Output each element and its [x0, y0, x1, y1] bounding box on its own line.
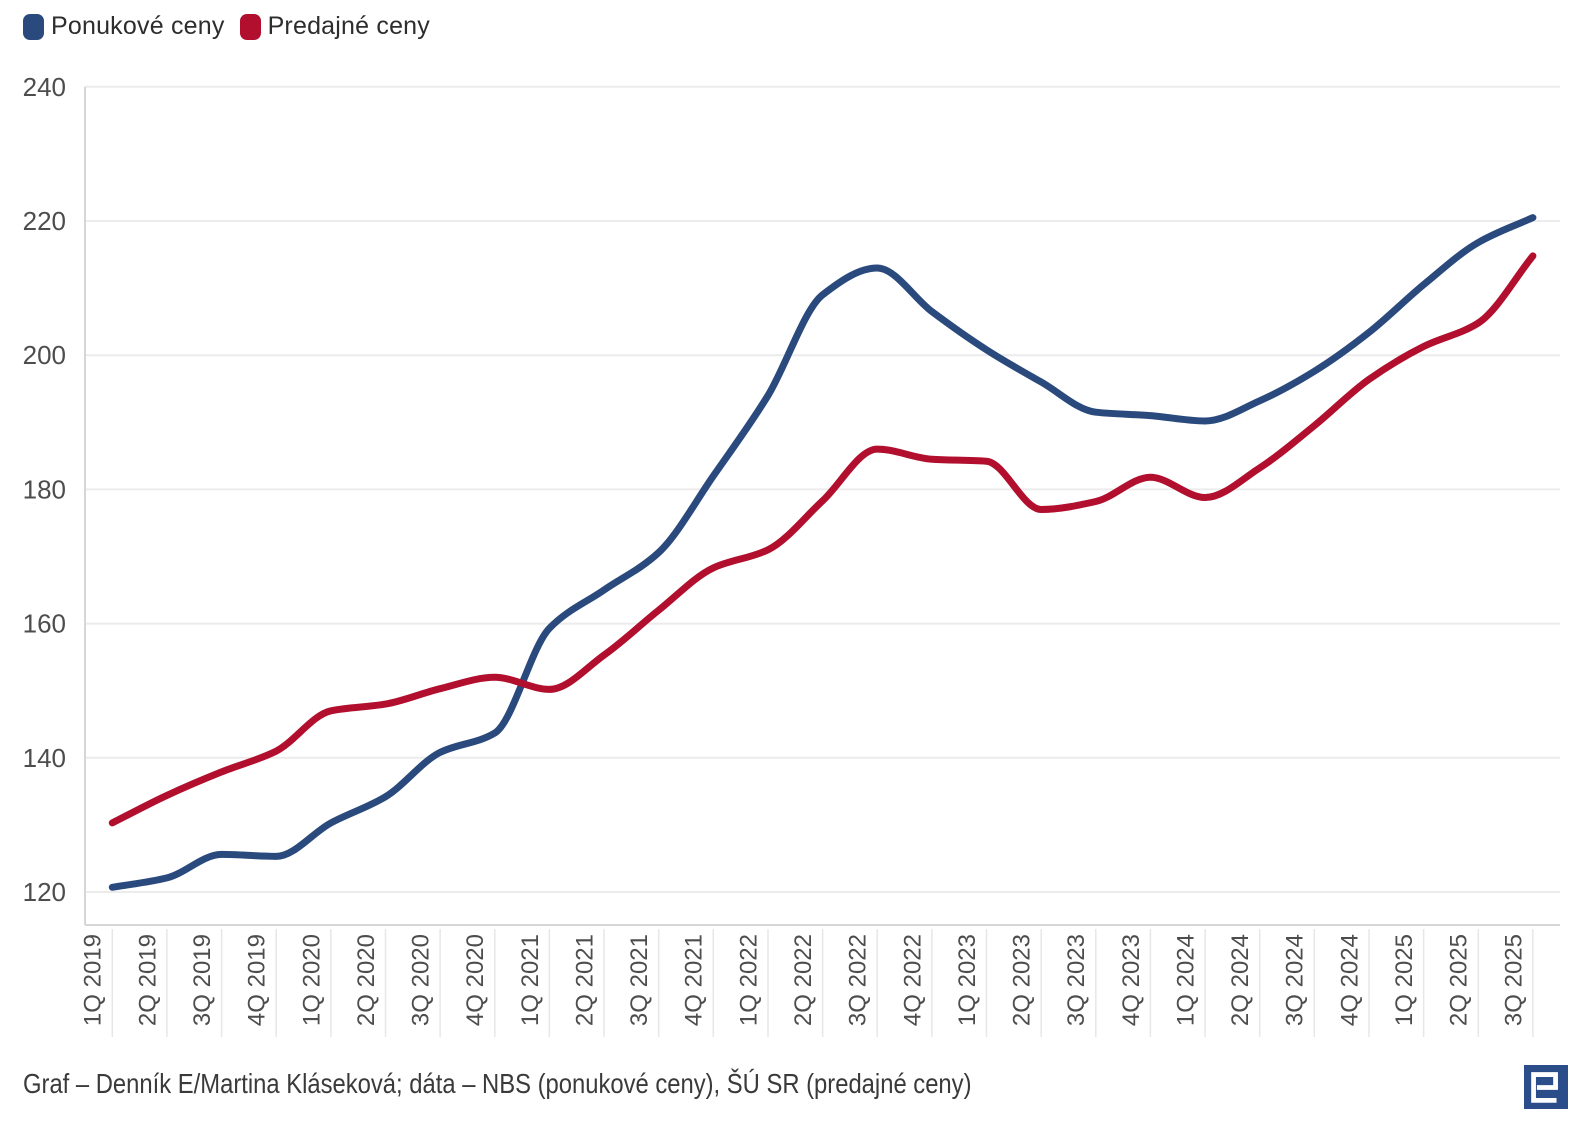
x-axis-label: 2Q 2025	[1446, 934, 1473, 1026]
legend-swatch-red-icon	[239, 13, 261, 40]
x-axis-label: 2Q 2022	[790, 934, 817, 1026]
x-axis-label: 1Q 2019	[80, 934, 107, 1026]
y-axis-label: 220	[23, 206, 66, 236]
credit-text: Graf – Denník E/Martina Kláseková; dáta …	[23, 1068, 972, 1099]
legend-label-predajne-ceny: Predajné ceny	[267, 12, 430, 40]
legend-item-ponukove-ceny: Ponukové ceny	[23, 12, 225, 41]
legend-swatch-blue-icon	[23, 13, 44, 40]
y-axis-label: 240	[23, 72, 66, 102]
x-axis-label: 3Q 2019	[189, 934, 216, 1026]
series-line-ponukové-ceny[interactable]	[108, 214, 1537, 891]
x-axis-label: 4Q 2021	[681, 934, 708, 1026]
x-axis-label: 4Q 2024	[1336, 934, 1363, 1026]
x-axis-label: 1Q 2023	[954, 934, 981, 1026]
x-axis-label: 4Q 2022	[899, 934, 926, 1026]
x-axis-label: 2Q 2021	[571, 934, 598, 1026]
x-axis-label: 1Q 2022	[735, 934, 762, 1026]
dennik-e-logo-icon	[1524, 1065, 1568, 1109]
logo-e-glyph	[1531, 1072, 1558, 1103]
x-axis-label: 3Q 2023	[1063, 934, 1090, 1026]
x-axis-label: 3Q 2022	[845, 934, 872, 1026]
series-line-predajné-ceny[interactable]	[108, 252, 1537, 827]
x-axis-label: 1Q 2020	[298, 934, 325, 1026]
y-axis-label: 160	[23, 609, 66, 639]
x-axis-label: 2Q 2023	[1009, 934, 1036, 1026]
x-axis-label: 2Q 2019	[134, 934, 161, 1026]
y-axis-label: 180	[23, 474, 66, 504]
x-axis-label: 1Q 2025	[1391, 934, 1418, 1026]
line-chart: 240 220 200 180 160 140 120 1Q 2019 2Q 2019 3Q 20…	[23, 72, 1560, 1037]
x-axis-label: 3Q 2025	[1500, 934, 1527, 1026]
x-axis-label: 1Q 2024	[1173, 934, 1200, 1026]
x-axis-label: 3Q 2024	[1282, 934, 1309, 1026]
x-axis-label: 4Q 2019	[244, 934, 271, 1026]
x-axis-label: 1Q 2021	[517, 934, 544, 1026]
x-axis-label: 2Q 2024	[1227, 934, 1254, 1026]
chart-legend: Ponukové ceny Predajné ceny	[23, 12, 430, 41]
x-axis-label: 3Q 2021	[626, 934, 653, 1026]
dennik-e-logo[interactable]	[1524, 1065, 1568, 1109]
y-axis-label: 120	[23, 877, 66, 907]
x-axis-label: 2Q 2020	[353, 934, 380, 1026]
chart-footer: Graf – Denník E/Martina Kláseková; dáta …	[0, 1050, 1585, 1120]
x-axis-label: 4Q 2020	[462, 934, 489, 1026]
y-axis-label: 200	[23, 340, 66, 370]
y-axis-label: 140	[23, 743, 66, 773]
x-axis-label: 4Q 2023	[1118, 934, 1145, 1026]
legend-item-predajne-ceny: Predajné ceny	[239, 12, 430, 41]
x-axis-label: 3Q 2020	[408, 934, 435, 1026]
legend-label-ponukove-ceny: Ponukové ceny	[51, 12, 225, 40]
